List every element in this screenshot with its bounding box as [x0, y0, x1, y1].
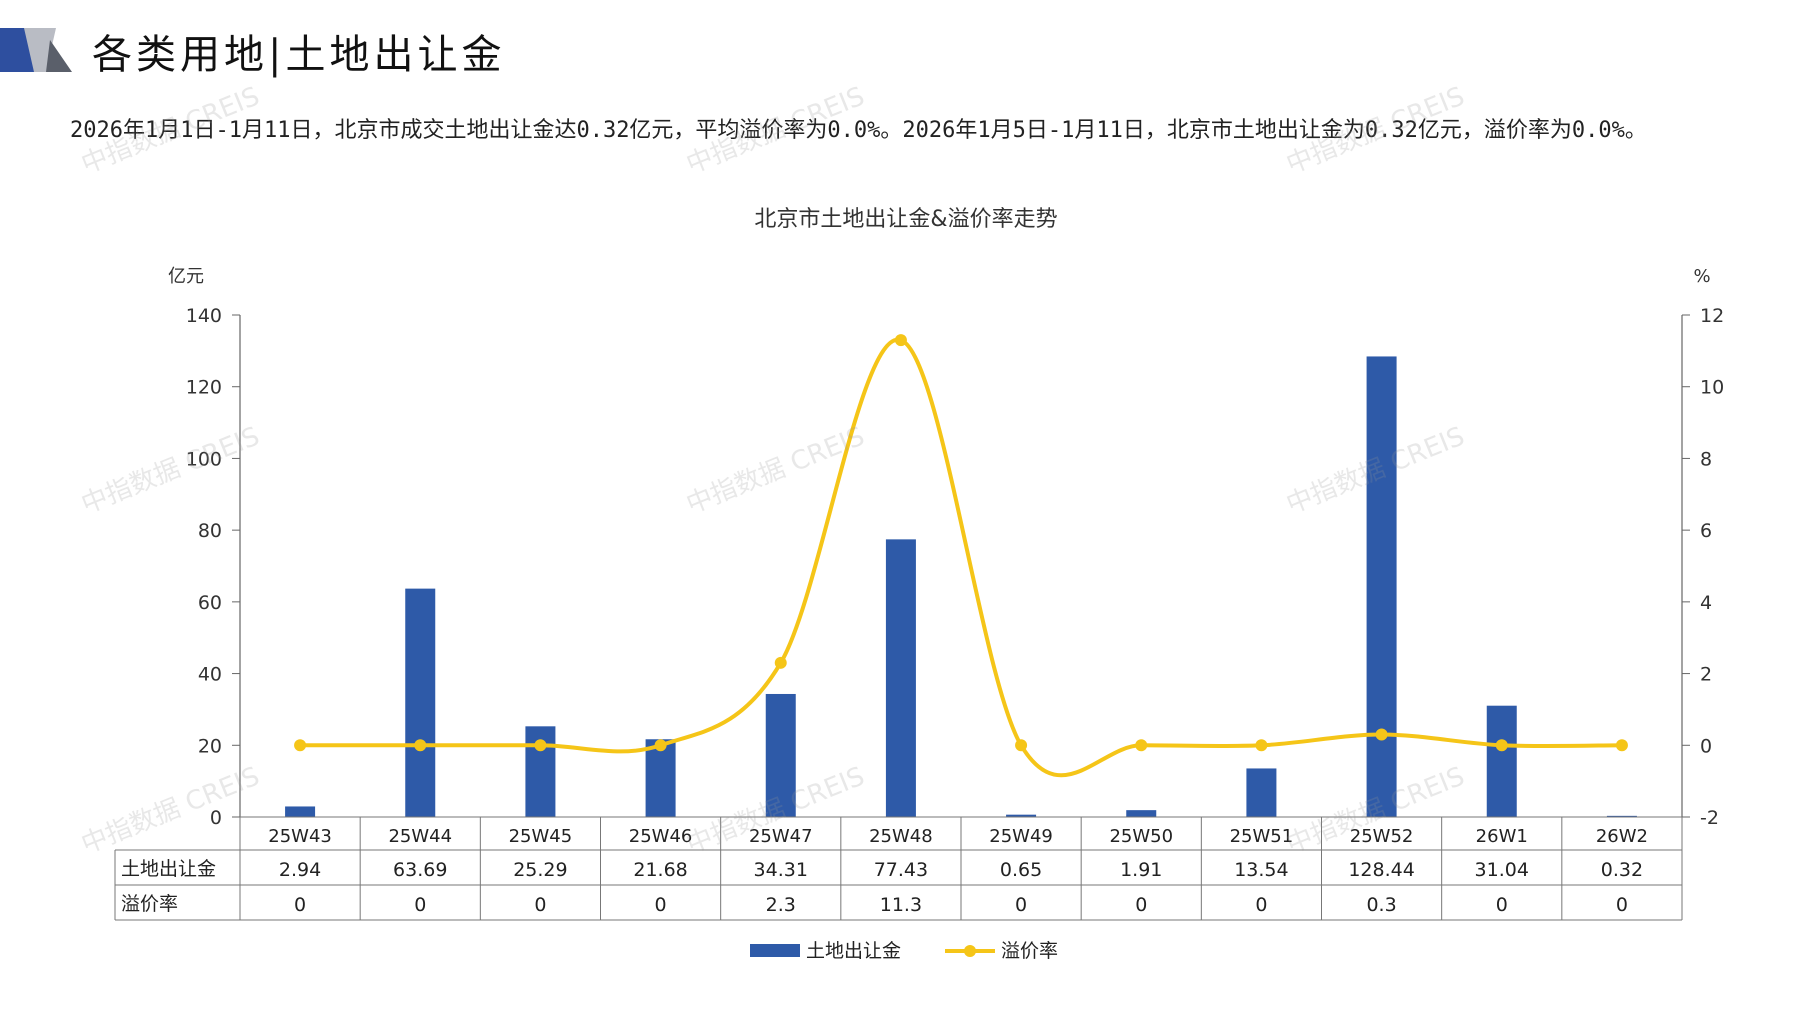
premium-value-label: 0 — [1135, 894, 1147, 916]
chart-axes: 0 20 40 60 80 100 120 140 -2 0 2 4 6 8 10 12 — [186, 305, 1724, 829]
x-tick-label: 25W47 — [749, 826, 813, 847]
y-right-tick-label: 10 — [1700, 377, 1724, 399]
line-point-25W52 — [1375, 728, 1388, 741]
premium-value-label: 0 — [655, 894, 667, 916]
section-title: 各类用地|土地出让金 — [92, 32, 506, 78]
x-tick-label: 26W2 — [1596, 826, 1648, 847]
chart-title: 北京市土地出让金&溢价率走势 — [754, 207, 1057, 232]
revenue-value-label: 2.94 — [279, 859, 321, 881]
line-point-25W48 — [894, 334, 907, 347]
revenue-value-label: 25.29 — [513, 859, 567, 881]
line-point-25W51 — [1255, 739, 1268, 752]
y-right-tick-label: 0 — [1700, 735, 1712, 757]
y-right-tick-label: 2 — [1700, 664, 1712, 686]
premium-value-label: 0.3 — [1366, 894, 1396, 916]
y-left-tick-label: 60 — [198, 592, 222, 614]
x-tick-label: 25W45 — [509, 826, 573, 847]
bar-25W52 — [1366, 356, 1397, 817]
line-series — [294, 334, 1628, 778]
x-tick-label: 25W51 — [1230, 826, 1294, 847]
data-table: 25W43 2.94 0 25W44 63.69 0 25W45 25.29 0 25W46 21.… — [114, 816, 1683, 921]
premium-value-label: 0 — [294, 894, 306, 916]
bar-25W51 — [1246, 768, 1277, 817]
x-tick-label: 25W48 — [869, 826, 933, 847]
x-tick-label: 25W46 — [629, 826, 693, 847]
x-tick-label: 25W52 — [1350, 826, 1414, 847]
y-left-tick-label: 80 — [198, 520, 222, 542]
y-right-tick-label: 8 — [1700, 448, 1712, 470]
y-left-tick-label: 100 — [186, 448, 222, 470]
premium-value-label: 0 — [1616, 894, 1628, 916]
line-point-25W43 — [294, 739, 307, 752]
premium-value-label: 0 — [534, 894, 546, 916]
bar-25W43 — [285, 806, 316, 817]
premium-value-label: 0 — [1255, 894, 1267, 916]
revenue-value-label: 21.68 — [633, 859, 687, 881]
summary-text: 2026年1月1日-1月11日，北京市成交土地出让金达0.32亿元，平均溢价率为… — [70, 118, 1647, 143]
bar-25W47 — [765, 693, 796, 817]
y-right-tick-label: 6 — [1700, 520, 1712, 542]
bar-26W2 — [1606, 815, 1637, 817]
bar-25W49 — [1006, 814, 1037, 817]
line-point-25W44 — [414, 739, 427, 752]
x-tick-label: 25W43 — [268, 826, 332, 847]
y-right-tick-label: 12 — [1700, 305, 1724, 327]
revenue-value-label: 63.69 — [393, 859, 447, 881]
revenue-value-label: 31.04 — [1475, 859, 1529, 881]
legend-swatch-premium-marker — [964, 945, 976, 957]
y-left-tick-label: 40 — [198, 664, 222, 686]
bar-series — [285, 356, 1637, 817]
chart-legend: 土地出让金 溢价率 — [750, 940, 1058, 962]
premium-value-label: 0 — [1015, 894, 1027, 916]
y-right-tick-label: -2 — [1700, 807, 1719, 829]
bar-25W44 — [405, 588, 436, 817]
revenue-value-label: 34.31 — [754, 859, 808, 881]
line-point-25W49 — [1015, 739, 1028, 752]
bar-25W46 — [645, 739, 676, 817]
legend-label-premium: 溢价率 — [1001, 940, 1058, 962]
table-row-header-premium: 溢价率 — [121, 893, 178, 915]
x-tick-label: 25W50 — [1109, 826, 1173, 847]
y-right-axis-unit: % — [1693, 266, 1710, 287]
revenue-value-label: 1.91 — [1120, 859, 1162, 881]
x-tick-label: 25W49 — [989, 826, 1053, 847]
land-revenue-chart: 北京市土地出让金&溢价率走势 亿元 % 020406080100120140-2… — [114, 207, 1724, 962]
line-point-25W47 — [774, 656, 787, 669]
premium-value-label: 0 — [414, 894, 426, 916]
bar-25W48 — [885, 539, 916, 817]
revenue-value-label: 13.54 — [1234, 859, 1288, 881]
section-logo — [0, 28, 72, 72]
line-point-26W1 — [1495, 739, 1508, 752]
legend-label-revenue: 土地出让金 — [806, 940, 901, 962]
revenue-value-label: 128.44 — [1348, 859, 1414, 881]
line-point-26W2 — [1615, 739, 1628, 752]
revenue-value-label: 0.32 — [1601, 859, 1643, 881]
premium-value-label: 0 — [1496, 894, 1508, 916]
y-left-tick-label: 120 — [186, 377, 222, 399]
logo-dark-shape — [46, 40, 72, 72]
revenue-value-label: 0.65 — [1000, 859, 1042, 881]
x-tick-label: 25W44 — [388, 826, 452, 847]
line-point-25W45 — [534, 739, 547, 752]
revenue-value-label: 77.43 — [874, 859, 928, 881]
table-row-header-revenue: 土地出让金 — [121, 858, 216, 880]
y-left-tick-label: 20 — [198, 735, 222, 757]
y-right-tick-label: 4 — [1700, 592, 1712, 614]
line-point-25W46 — [654, 739, 667, 752]
legend-swatch-revenue — [750, 944, 800, 957]
bar-25W50 — [1126, 810, 1157, 817]
y-left-tick-label: 0 — [210, 807, 222, 829]
y-left-tick-label: 140 — [186, 305, 222, 327]
y-left-axis-unit: 亿元 — [168, 266, 204, 287]
premium-value-label: 2.3 — [766, 894, 796, 916]
bar-26W1 — [1486, 705, 1517, 817]
premium-value-label: 11.3 — [880, 894, 922, 916]
premium-rate-line — [300, 338, 1622, 778]
line-point-25W50 — [1135, 739, 1148, 752]
x-tick-label: 26W1 — [1476, 826, 1528, 847]
